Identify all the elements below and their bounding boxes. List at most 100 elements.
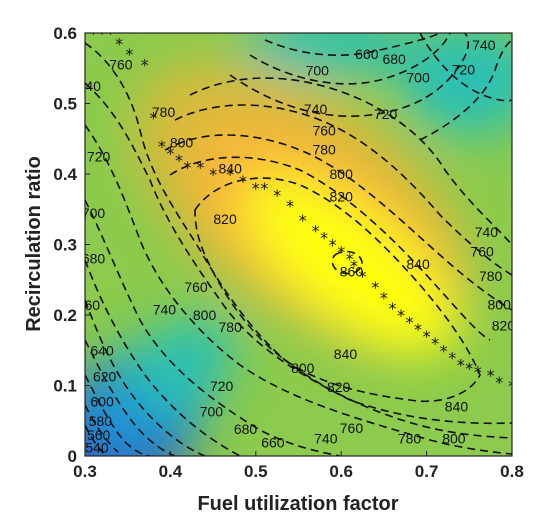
optimal-path-point: * <box>371 278 379 297</box>
optimal-path-point: * <box>226 165 234 184</box>
optimal-path-point: * <box>397 306 405 325</box>
x-tick-label: 0.4 <box>159 462 183 481</box>
optimal-path-point: * <box>474 362 482 381</box>
contour-label: 800 <box>442 430 466 446</box>
contour-label: 820 <box>213 211 237 227</box>
contour-label: 660 <box>77 297 101 313</box>
contour-label: 720 <box>452 62 476 78</box>
contour-label: 620 <box>93 368 117 384</box>
contour-label: 780 <box>219 319 243 335</box>
y-tick-label: 0.2 <box>53 306 77 325</box>
optimal-path-point: * <box>299 211 307 230</box>
contour-labels: 7407607808007207006806606406206005805605… <box>77 37 512 456</box>
contour-label: 720 <box>87 148 111 164</box>
contour-label: 740 <box>304 101 328 117</box>
optimal-path-point: * <box>141 56 149 75</box>
optimal-path-point: * <box>183 158 191 177</box>
contour-label: 780 <box>398 430 422 446</box>
contour-label: 680 <box>382 51 406 67</box>
contour-label: 740 <box>153 301 177 317</box>
contour-label: 680 <box>82 251 106 267</box>
optimal-path-point: * <box>350 257 358 276</box>
plot-area: 7407607808007207006806606406206005805605… <box>77 24 516 456</box>
contour-label: 840 <box>334 346 358 362</box>
optimal-path-point: * <box>380 288 388 307</box>
y-tick-label: 0.3 <box>53 236 77 255</box>
contour-label: 740 <box>78 78 102 94</box>
contour-label: 840 <box>406 256 430 272</box>
contour-label: 660 <box>261 435 285 451</box>
contour-label: 540 <box>85 440 109 456</box>
x-axis-label: Fuel utilization factor <box>197 493 398 515</box>
contour-label: 780 <box>312 141 336 157</box>
optimal-path-point: * <box>115 35 123 54</box>
y-ticks: 0 0.1 0.2 0.3 0.4 0.5 0.6 <box>53 24 90 466</box>
y-tick-label: 0.5 <box>53 95 77 114</box>
optimal-path-point: * <box>465 359 473 378</box>
optimal-path-point: * <box>337 243 345 262</box>
optimal-path-point: * <box>273 186 281 205</box>
contour-label: 860 <box>340 263 364 279</box>
contour-label: 700 <box>200 404 224 420</box>
optimal-path-point: * <box>239 172 247 191</box>
optimal-path-point: * <box>209 165 217 184</box>
optimal-path-point: * <box>431 334 439 353</box>
optimal-path-point: * <box>252 179 260 198</box>
y-axis-label: Recirculation ratio <box>23 156 45 332</box>
contour-label: 840 <box>219 160 243 176</box>
optimal-path-point: * <box>125 45 133 64</box>
optimal-path-point: * <box>346 250 354 269</box>
optimal-path-point: * <box>166 144 174 163</box>
optimal-path-point: * <box>414 320 422 339</box>
optimal-path-point: * <box>107 24 115 43</box>
optimal-path-point: * <box>81 24 89 43</box>
contour-label: 740 <box>472 37 496 53</box>
contour-label: 780 <box>479 268 503 284</box>
contour-label: 680 <box>234 421 258 437</box>
optimal-path-point: * <box>98 24 106 43</box>
y-tick-label: 0 <box>68 447 77 466</box>
contour-label: 700 <box>82 205 106 221</box>
contour-label: 800 <box>193 307 217 323</box>
y-tick-label: 0.4 <box>53 165 77 184</box>
optimal-path-point: * <box>359 267 367 286</box>
optimal-path-point: * <box>149 109 157 128</box>
optimal-path-point: * <box>487 366 495 385</box>
x-ticks: 0.3 0.4 0.5 0.6 0.7 0.8 <box>73 451 524 481</box>
optimal-path-point: * <box>495 373 503 392</box>
optimal-path: * * ****** * * * * * * * * * **** * * * ****** * * * * * * * * * *… <box>81 24 516 396</box>
contour-label: 800 <box>330 166 354 182</box>
optimal-path-point: * <box>457 355 465 374</box>
contour-label: 760 <box>109 57 133 73</box>
x-tick-label: 0.7 <box>415 462 439 481</box>
contour-label: 800 <box>488 296 512 312</box>
contour-label: 700 <box>406 69 430 85</box>
contour-label: 700 <box>306 62 330 78</box>
optimal-path-point: * <box>260 179 268 198</box>
contour-label: 760 <box>184 279 208 295</box>
contour-label: 780 <box>152 104 176 120</box>
contour-label: 580 <box>89 413 113 429</box>
optimal-path-point: * <box>406 313 414 332</box>
optimal-path-point: * <box>508 377 516 396</box>
optimal-path-point: * <box>90 24 98 43</box>
contour-label: 760 <box>312 122 336 138</box>
contour-label: 720 <box>210 378 234 394</box>
contour-label: 800 <box>170 134 194 150</box>
contour-label: 760 <box>340 420 364 436</box>
contour-label: 660 <box>355 46 379 62</box>
y-tick-label: 0.6 <box>53 24 77 43</box>
contour-label: 560 <box>87 427 111 443</box>
optimal-path-point: * <box>423 327 431 346</box>
y-tick-label: 0.1 <box>53 377 77 396</box>
contour-label: 760 <box>470 244 494 260</box>
contour-label: 740 <box>475 224 499 240</box>
x-tick-label: 0.6 <box>329 462 353 481</box>
contour-label: 800 <box>291 360 315 376</box>
contour-label: 740 <box>314 430 338 446</box>
optimal-path-point: * <box>440 341 448 360</box>
contour-label: 820 <box>327 379 351 395</box>
contour-label: 600 <box>90 394 114 410</box>
x-tick-label: 0.8 <box>500 462 524 481</box>
